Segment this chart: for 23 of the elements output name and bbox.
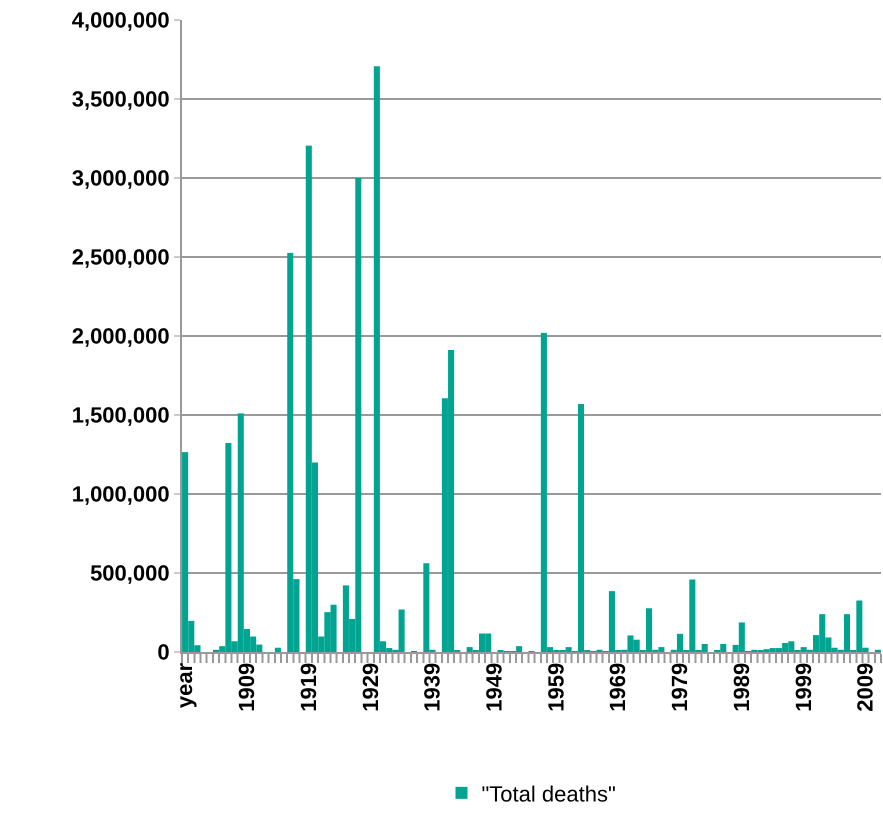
x-tick-label: 1949 — [482, 662, 507, 712]
x-tick-label: 1959 — [543, 662, 568, 712]
y-tick-label: 3,000,000 — [72, 166, 170, 191]
x-tick-label: 1929 — [358, 662, 383, 712]
y-tick-label: 0 — [157, 640, 170, 665]
x-tick-label: 1999 — [790, 662, 816, 712]
x-tick-label: 1989 — [728, 662, 754, 712]
x-tick-label: 1909 — [234, 662, 260, 712]
x-tick-label: 1969 — [605, 662, 630, 712]
y-tick-label: 2,500,000 — [72, 244, 170, 270]
x-tick-label: year — [172, 662, 198, 708]
y-tick-label: 500,000 — [90, 560, 170, 586]
y-tick-label: 1,500,000 — [72, 402, 170, 428]
y-tick-label: 4,000,000 — [72, 8, 170, 33]
x-tick-label: 2009 — [852, 662, 878, 712]
x-tick-label: 1939 — [420, 662, 445, 712]
bar — [274, 648, 281, 652]
y-tick-label: 1,000,000 — [72, 482, 170, 507]
x-tick-label: 1979 — [667, 662, 692, 712]
x-tick-label: 1919 — [296, 662, 321, 712]
y-tick-label: 3,500,000 — [72, 86, 170, 112]
legend-label: "Total deaths" — [482, 781, 616, 806]
y-tick-label: 2,000,000 — [72, 324, 170, 349]
